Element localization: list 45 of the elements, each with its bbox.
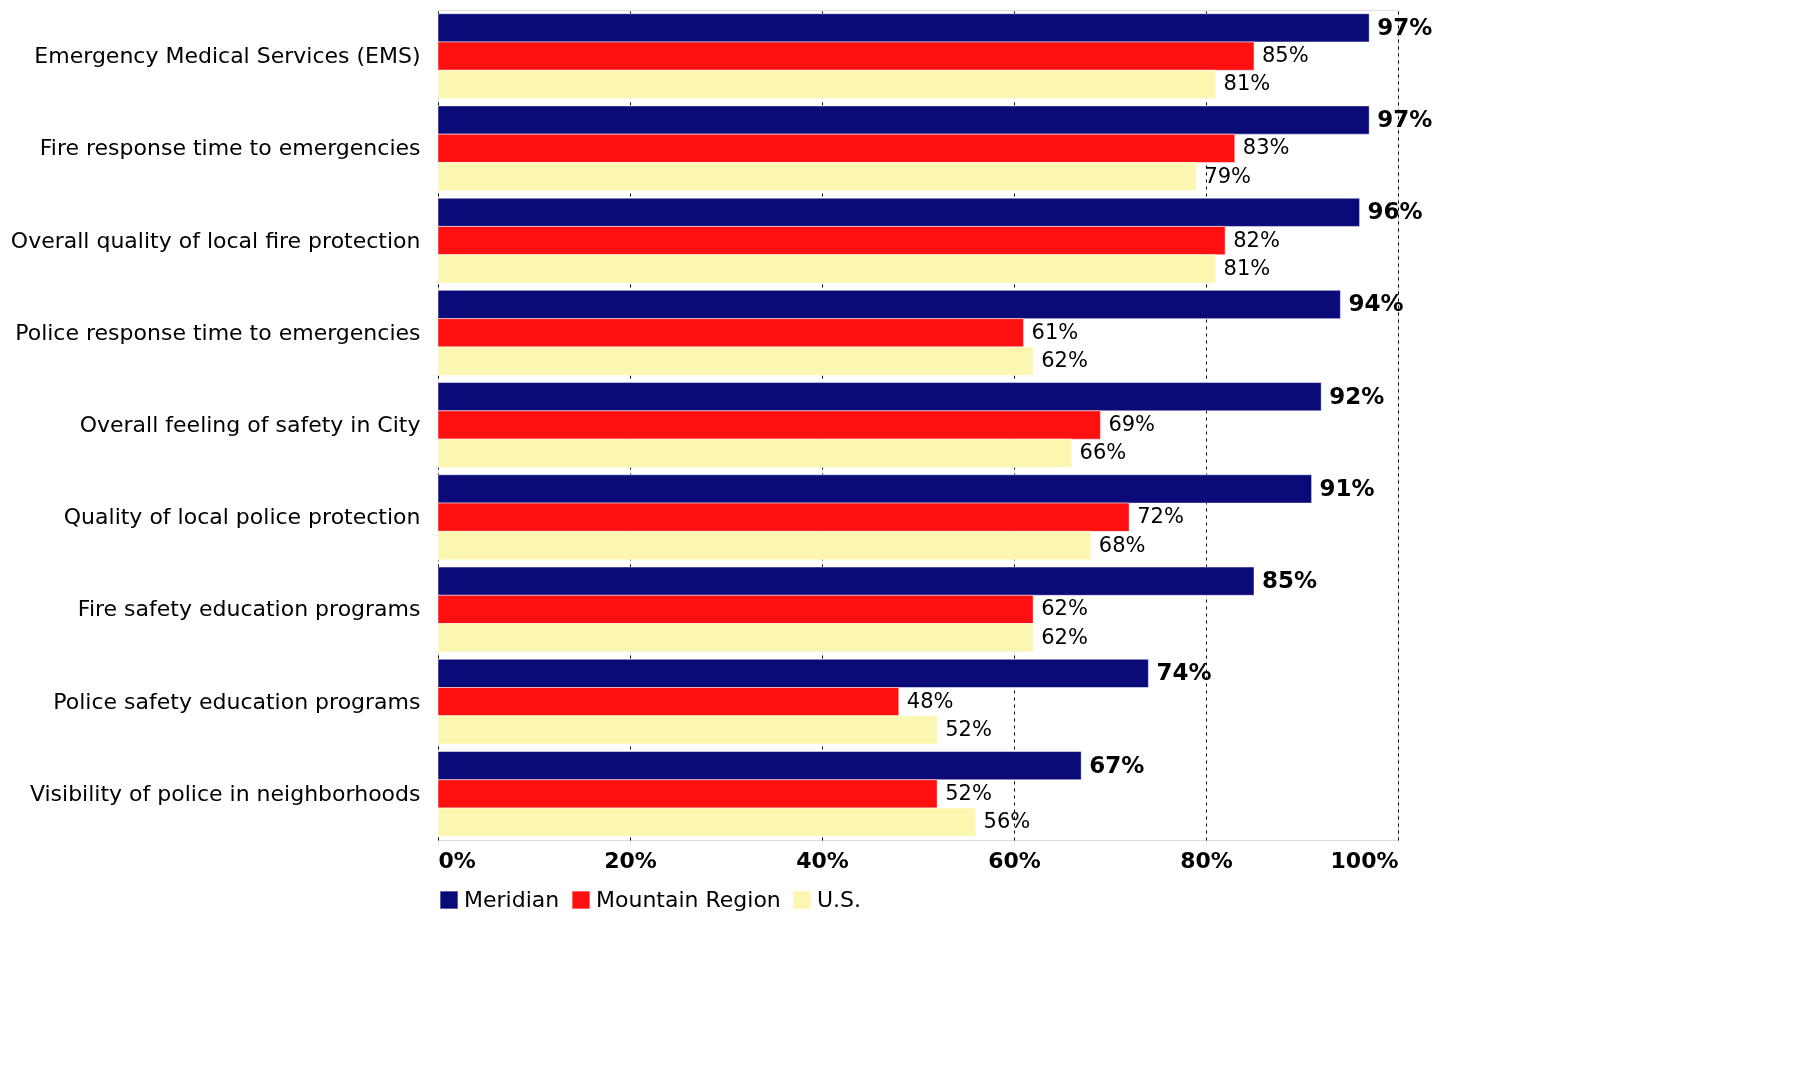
data-label: 85%: [1262, 567, 1318, 594]
y-tick-label: Quality of local police protection: [63, 504, 421, 530]
data-label: 68%: [1098, 532, 1146, 557]
data-label: 72%: [1137, 504, 1184, 529]
data-label: 61%: [1031, 319, 1079, 344]
x-tick-label: 60%: [988, 847, 1041, 873]
data-label: 94%: [1348, 290, 1404, 317]
y-tick-label: Police safety education programs: [53, 688, 421, 714]
data-label: 52%: [945, 780, 992, 805]
y-tick-label: Fire response time to emergencies: [39, 135, 421, 161]
data-label: 85%: [1262, 43, 1309, 68]
data-label: 69%: [1108, 412, 1156, 436]
data-label: 62%: [1041, 348, 1088, 373]
x-tick-label: 100%: [1330, 847, 1399, 873]
y-tick-label: Fire safety education programs: [77, 596, 421, 622]
y-tick-label: Emergency Medical Services (EMS): [34, 43, 421, 69]
data-label: 66%: [1079, 440, 1127, 465]
x-tick-label: 80%: [1180, 847, 1233, 873]
data-label: 62%: [1041, 624, 1088, 649]
legend-label: Meridian: [464, 887, 560, 912]
legend-label: U.S.: [817, 887, 862, 912]
y-tick-label: Police response time to emergencies: [15, 319, 421, 345]
data-label: 92%: [1329, 382, 1385, 409]
data-label: 81%: [1223, 255, 1271, 280]
data-label: 97%: [1377, 106, 1433, 133]
data-label: 81%: [1223, 71, 1271, 96]
y-tick-label: Overall quality of local fire protection: [10, 227, 421, 253]
x-tick-label: 40%: [796, 847, 849, 873]
y-tick-label: Overall feeling of safety in City: [79, 412, 421, 437]
legend-label: Mountain Region: [596, 887, 781, 912]
x-tick-label: 20%: [604, 847, 657, 873]
data-label: 67%: [1089, 751, 1145, 778]
data-label: 96%: [1367, 198, 1423, 225]
data-label: 91%: [1319, 474, 1375, 501]
data-label: 62%: [1041, 596, 1088, 621]
data-label: 48%: [906, 688, 954, 713]
data-label: 56%: [983, 809, 1031, 834]
data-label: 52%: [945, 716, 992, 741]
data-label: 83%: [1242, 135, 1290, 160]
x-tick-label: 0%: [438, 847, 476, 873]
data-label: 79%: [1204, 163, 1252, 188]
data-label: 82%: [1233, 227, 1280, 252]
data-label: 97%: [1377, 13, 1433, 40]
y-tick-label: Visibility of police in neighborhoods: [29, 780, 421, 806]
data-label: 74%: [1156, 659, 1212, 686]
